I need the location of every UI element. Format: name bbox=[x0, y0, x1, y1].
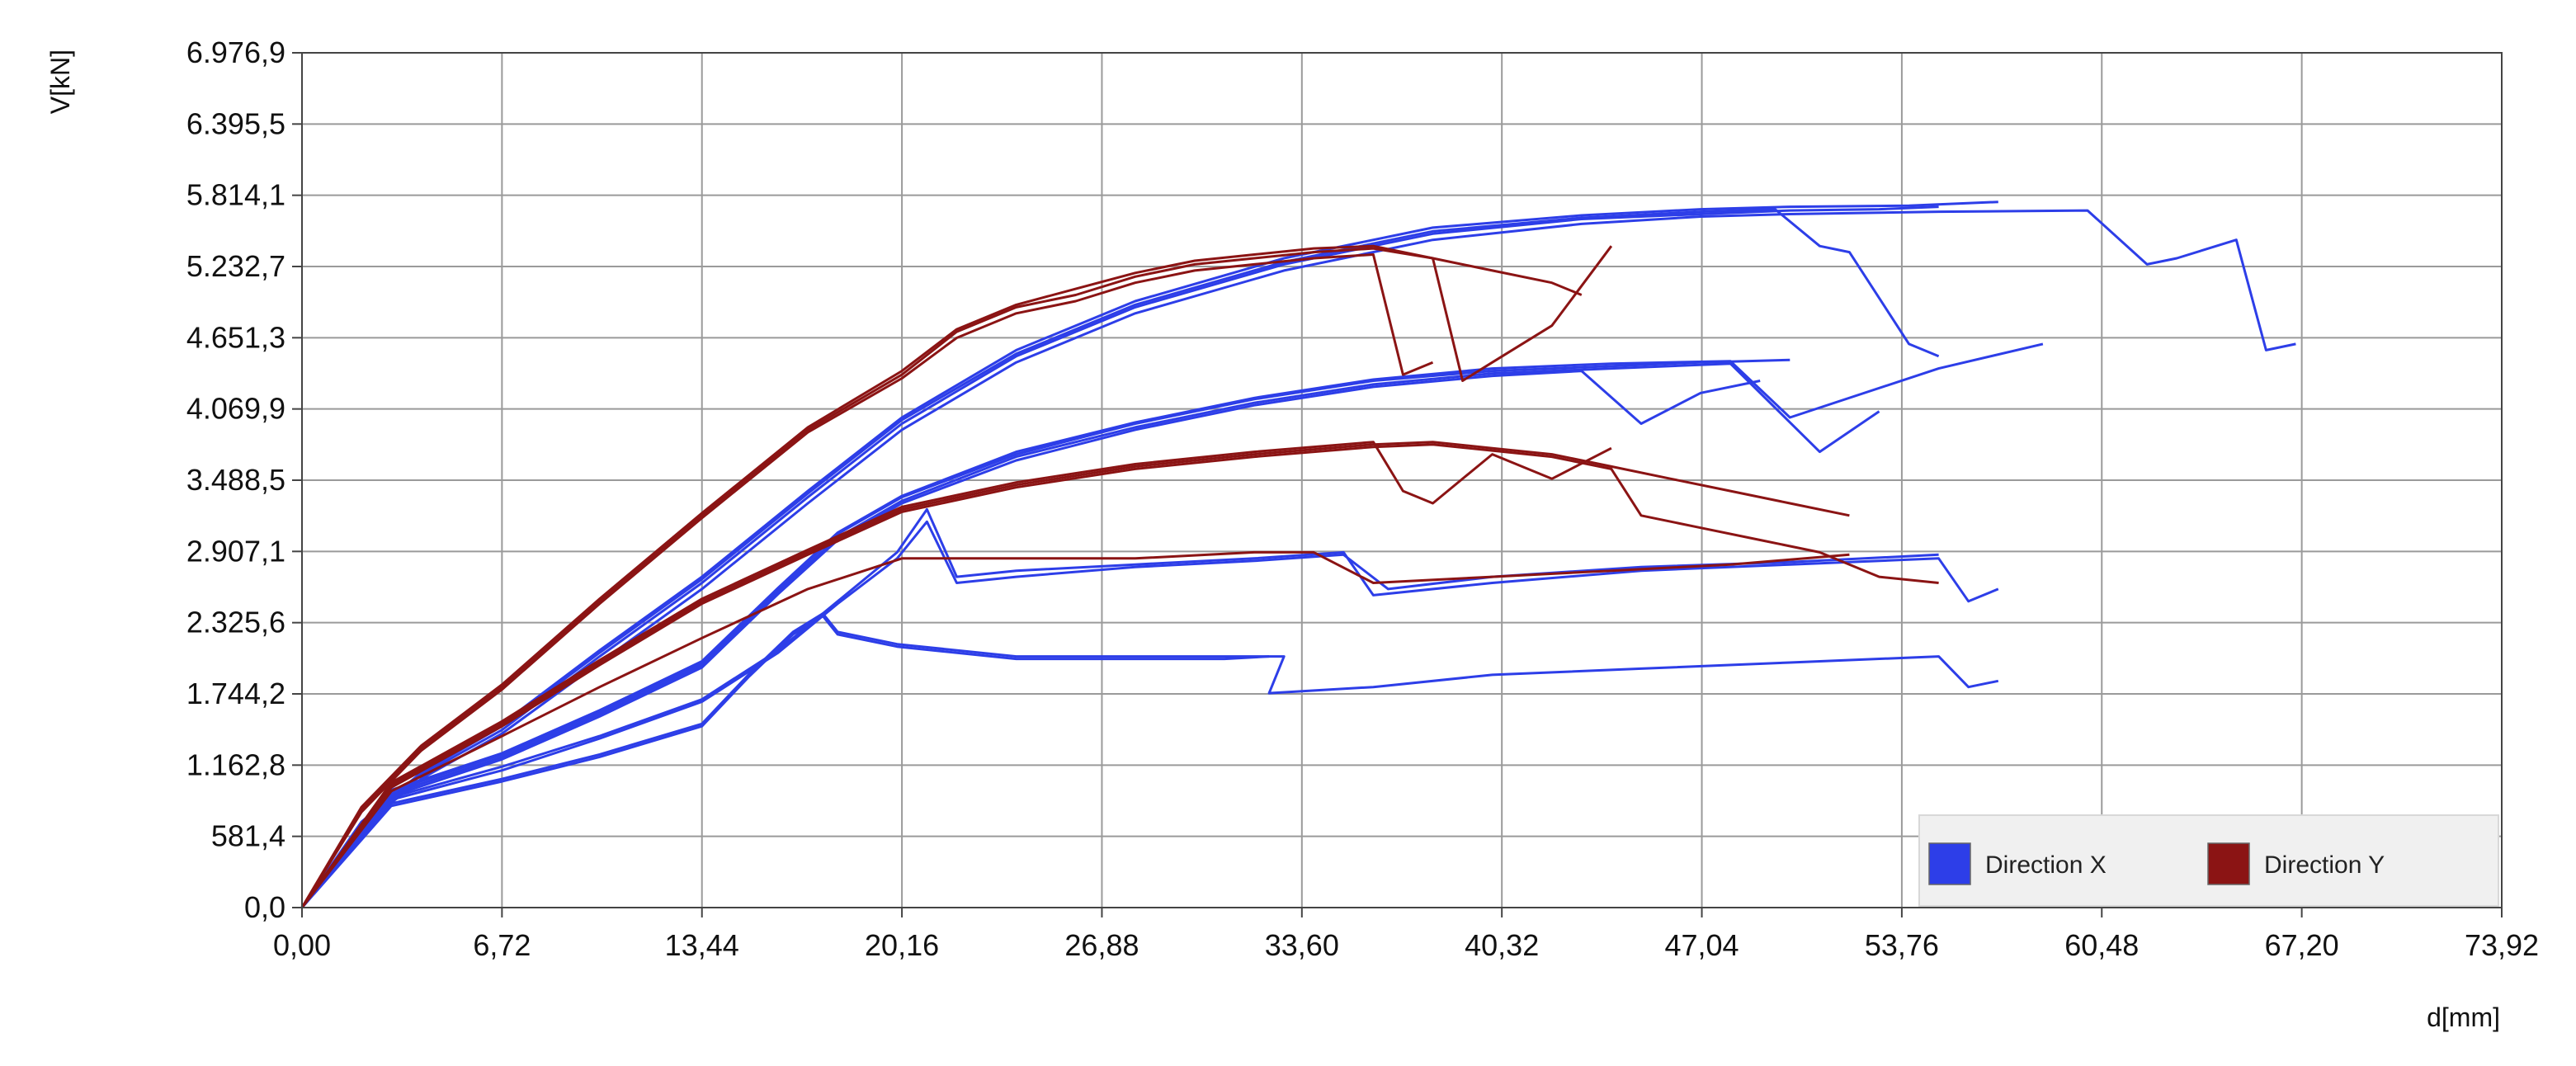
x-tick-label: 60,48 bbox=[2064, 928, 2139, 962]
y-tick-label: 1.162,8 bbox=[186, 748, 285, 781]
x-axis-label: d[mm] bbox=[2427, 1002, 2500, 1032]
series-line bbox=[300, 370, 1761, 908]
y-tick-label: 4.651,3 bbox=[186, 320, 285, 354]
y-tick-label: 1.744,2 bbox=[186, 677, 285, 710]
y-tick-label: 3.488,5 bbox=[186, 463, 285, 497]
x-tick-label: 13,44 bbox=[665, 928, 739, 962]
series-line bbox=[300, 443, 1939, 908]
series-line bbox=[300, 615, 1270, 908]
series-line bbox=[300, 362, 1880, 908]
series-line bbox=[300, 612, 1999, 908]
y-axis-label: V[kN] bbox=[45, 50, 75, 114]
y-tick-label: 2.907,1 bbox=[186, 534, 285, 568]
x-tick-label: 40,32 bbox=[1465, 928, 1539, 962]
series-line bbox=[300, 205, 1939, 908]
y-tick-label: 4.069,9 bbox=[186, 392, 285, 426]
y-tick-label: 0,0 bbox=[244, 890, 285, 924]
x-tick-label: 67,20 bbox=[2265, 928, 2339, 962]
grid bbox=[301, 52, 2503, 908]
legend-label-direction-y: Direction Y bbox=[2264, 851, 2385, 879]
x-tick-label: 20,16 bbox=[865, 928, 939, 962]
x-tick-label: 73,92 bbox=[2465, 928, 2539, 962]
series-line bbox=[300, 441, 1850, 908]
tick-labels: 0,00 6,72 13,44 20,16 26,88 33,60 40,32 47,04 53… bbox=[186, 35, 2539, 962]
series-line bbox=[300, 244, 1613, 908]
y-tick-label: 2.325,6 bbox=[186, 606, 285, 639]
x-tick-label: 47,04 bbox=[1664, 928, 1739, 962]
legend-swatch-direction-x bbox=[1928, 842, 1971, 885]
series-line bbox=[300, 507, 1999, 908]
x-tick-label: 0,00 bbox=[273, 928, 331, 962]
series-direction-y bbox=[300, 244, 1939, 908]
legend-swatch-direction-y bbox=[2207, 842, 2250, 885]
series-line bbox=[300, 342, 2044, 908]
y-tick-label: 6.395,5 bbox=[186, 106, 285, 140]
series-line bbox=[300, 441, 1612, 908]
x-tick-label: 53,76 bbox=[1865, 928, 1939, 962]
series-line bbox=[300, 550, 1850, 908]
legend: Direction X Direction Y bbox=[1918, 814, 2499, 907]
y-tick-label: 581,4 bbox=[211, 819, 285, 853]
legend-label-direction-x: Direction X bbox=[1985, 851, 2107, 879]
y-tick-label: 5.814,1 bbox=[186, 178, 285, 212]
x-tick-label: 26,88 bbox=[1064, 928, 1139, 962]
series-line bbox=[300, 253, 1434, 908]
x-tick-label: 6,72 bbox=[473, 928, 531, 962]
y-tick-label: 6.976,9 bbox=[186, 35, 285, 69]
x-tick-label: 33,60 bbox=[1265, 928, 1339, 962]
y-tick-label: 5.232,7 bbox=[186, 249, 285, 283]
series-lines bbox=[300, 200, 2296, 908]
